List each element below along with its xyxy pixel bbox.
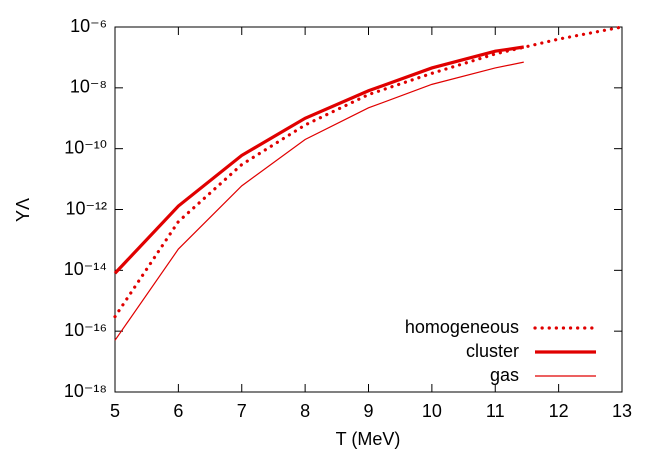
series-line <box>113 45 525 275</box>
y-tick-label: 10⁻¹⁴ <box>64 259 107 279</box>
x-tick-label: 12 <box>549 401 569 421</box>
y-tick-label: 10⁻⁸ <box>70 77 107 97</box>
y-tick-label: 10⁻¹² <box>65 198 107 218</box>
x-tick-label: 9 <box>363 401 373 421</box>
x-tick-label: 8 <box>300 401 310 421</box>
legend-label: gas <box>490 365 519 385</box>
x-tick-label: 11 <box>486 401 505 421</box>
y-tick-label: 10⁻¹⁶ <box>64 320 107 340</box>
x-tick-label: 13 <box>612 401 632 421</box>
y-tick-label: 10⁻¹⁸ <box>64 381 107 401</box>
x-tick-label: 5 <box>110 401 120 421</box>
series-line <box>113 25 624 319</box>
x-axis-label: T (MeV) <box>336 429 401 449</box>
x-tick-label: 7 <box>237 401 247 421</box>
legend-label: cluster <box>466 341 519 361</box>
y-tick-label: 10⁻⁶ <box>70 16 107 36</box>
x-tick-label: 10 <box>422 401 442 421</box>
x-tick-label: 6 <box>173 401 183 421</box>
y-tick-label: 10⁻¹⁰ <box>64 137 107 157</box>
series-line <box>114 61 524 341</box>
y-axis-label: YΛ <box>13 198 33 222</box>
plot-frame <box>114 26 623 393</box>
legend-label: homogeneous <box>405 317 519 337</box>
